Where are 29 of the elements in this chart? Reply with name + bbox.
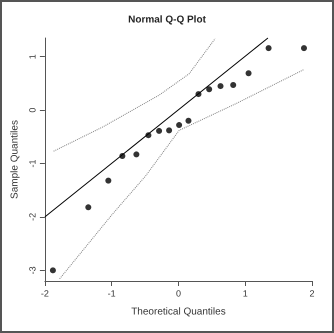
point xyxy=(266,45,272,52)
x-axis-title: Theoretical Quantiles xyxy=(131,306,226,318)
point xyxy=(206,86,212,92)
point xyxy=(230,82,236,88)
y-tick-label: 0 xyxy=(27,108,38,113)
line-series xyxy=(53,38,216,152)
point xyxy=(133,151,140,158)
point xyxy=(50,267,56,274)
y-axis-title: Sample Quantiles xyxy=(10,120,20,199)
y-tick-label: -1 xyxy=(27,160,38,168)
point xyxy=(300,45,307,52)
x-tick-label: 1 xyxy=(242,288,248,298)
y-tick-label: -2 xyxy=(27,212,38,221)
x-tick-label: -1 xyxy=(108,288,116,298)
chart-title: Normal Q-Q Plot xyxy=(128,14,207,26)
y-tick-label: -3 xyxy=(27,266,38,274)
y-tick-label: 1 xyxy=(27,54,38,60)
x-tick-label: 2 xyxy=(309,288,315,298)
point xyxy=(85,204,92,210)
point xyxy=(246,70,252,76)
point xyxy=(185,118,192,124)
x-tick-label: -2 xyxy=(40,288,49,298)
point xyxy=(105,178,112,184)
point xyxy=(166,127,172,134)
line-series xyxy=(59,69,304,280)
point xyxy=(156,128,162,134)
x-tick-label: 0 xyxy=(176,288,181,298)
point xyxy=(218,83,224,90)
point xyxy=(176,122,182,128)
